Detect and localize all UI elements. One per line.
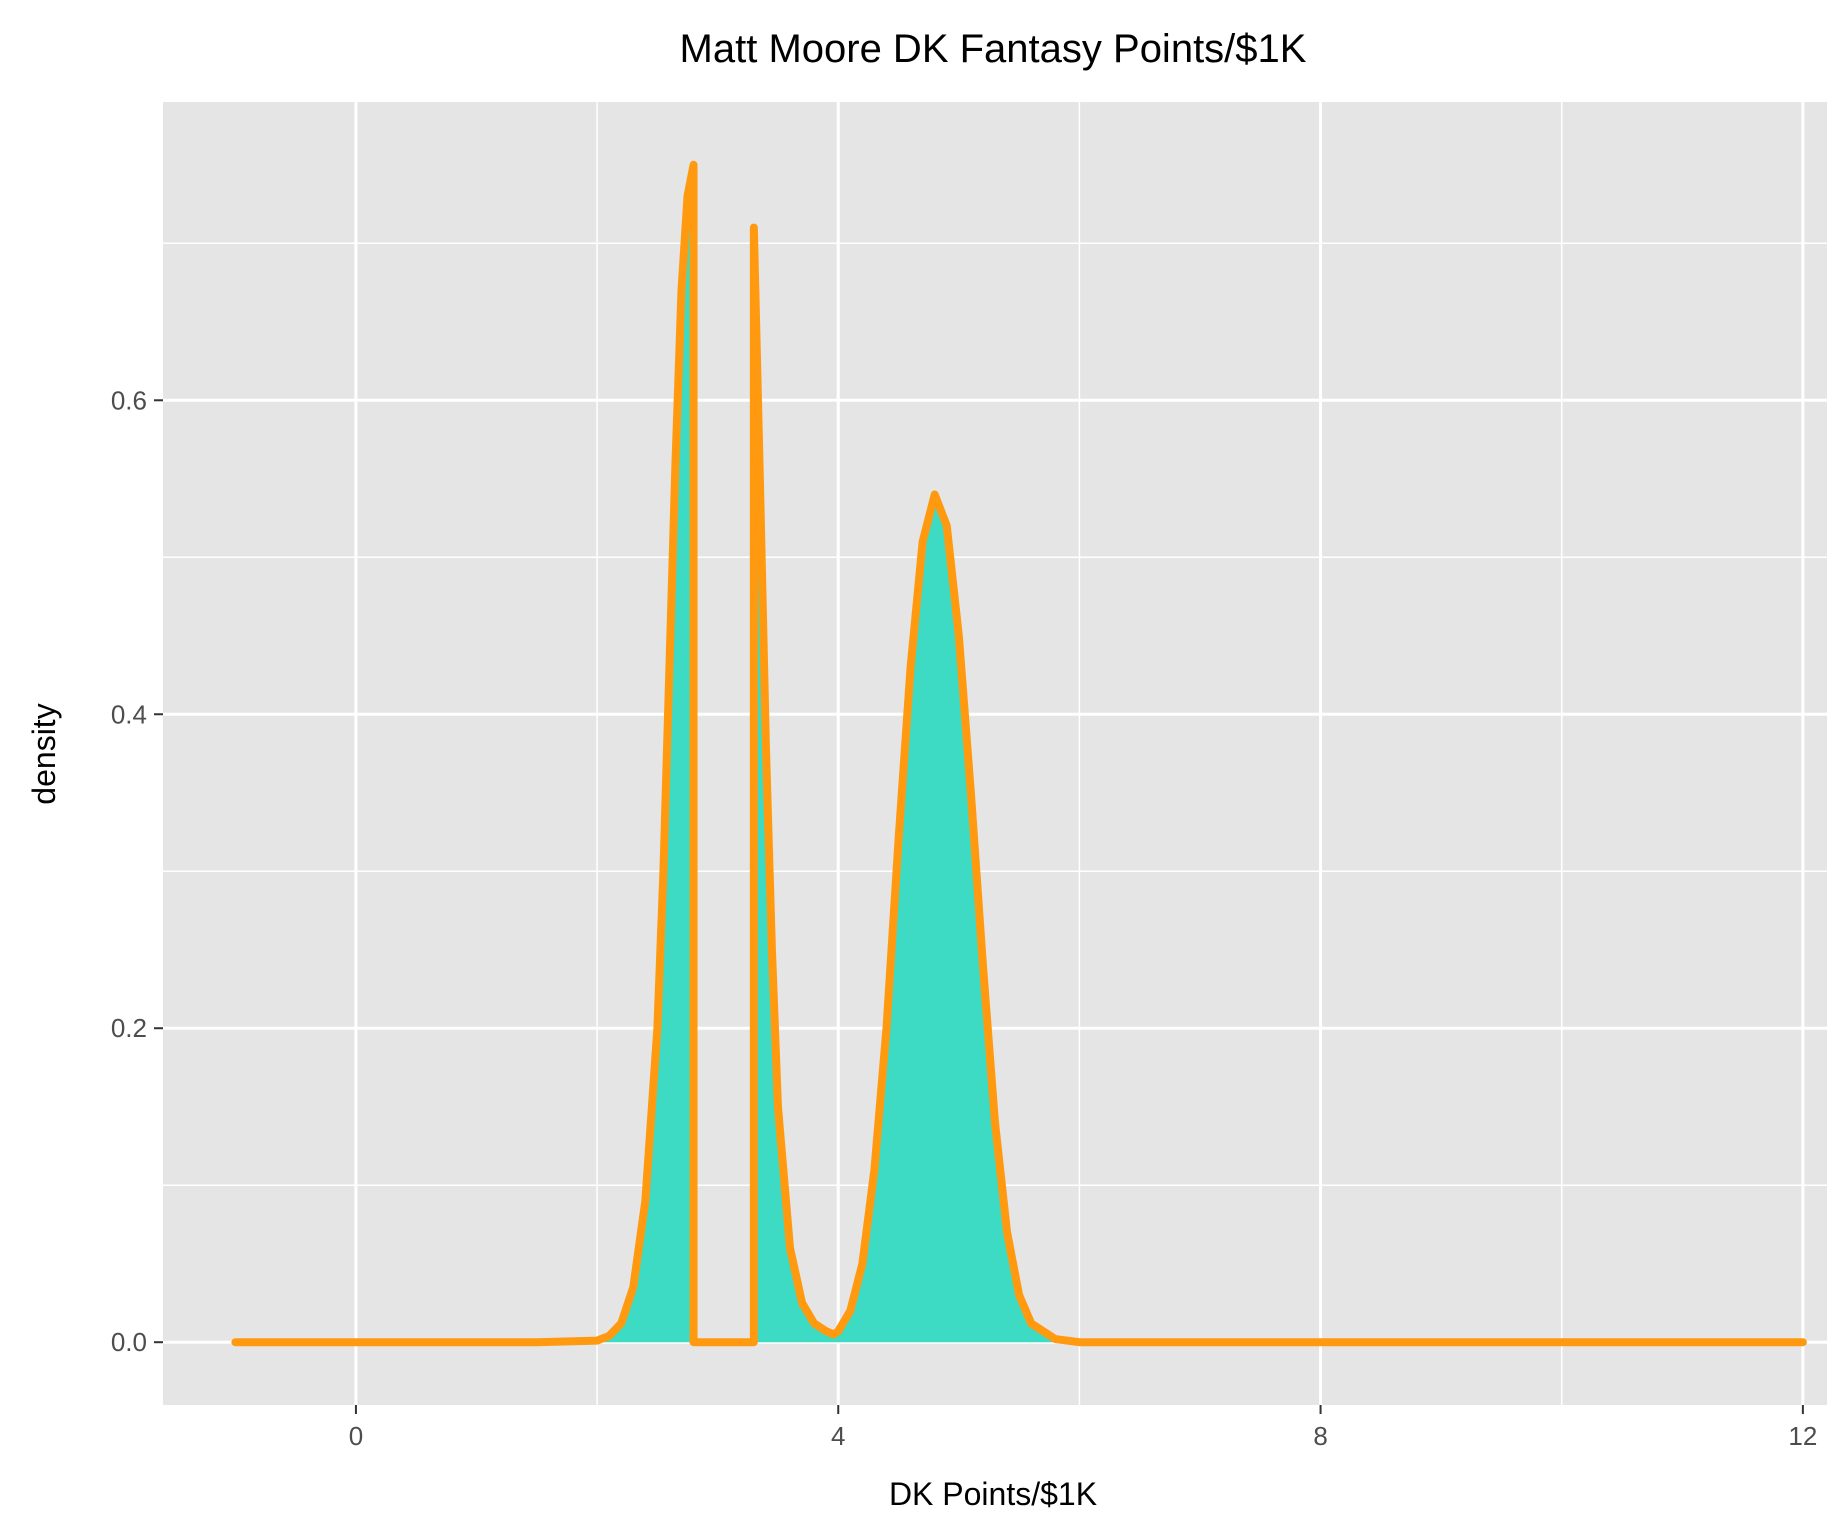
y-tick-label: 0.6: [111, 385, 147, 415]
x-tick-label: 12: [1788, 1421, 1817, 1451]
x-tick-label: 4: [831, 1421, 845, 1451]
x-tick-label: 0: [349, 1421, 363, 1451]
y-tick-label: 0.4: [111, 699, 147, 729]
y-tick-label: 0.2: [111, 1013, 147, 1043]
y-axis-ticks: 0.0 0.2 0.4 0.6: [111, 385, 163, 1357]
density-line: [231, 160, 1807, 1347]
chart-title: Matt Moore DK Fantasy Points/$1K: [680, 27, 1307, 71]
x-axis-title: DK Points/$1K: [889, 1476, 1097, 1512]
x-axis-ticks: 0 4 8 12: [349, 1405, 1817, 1451]
y-tick-label: 0.0: [111, 1327, 147, 1357]
x-tick-label: 8: [1313, 1421, 1327, 1451]
y-axis-title: density: [26, 703, 62, 804]
